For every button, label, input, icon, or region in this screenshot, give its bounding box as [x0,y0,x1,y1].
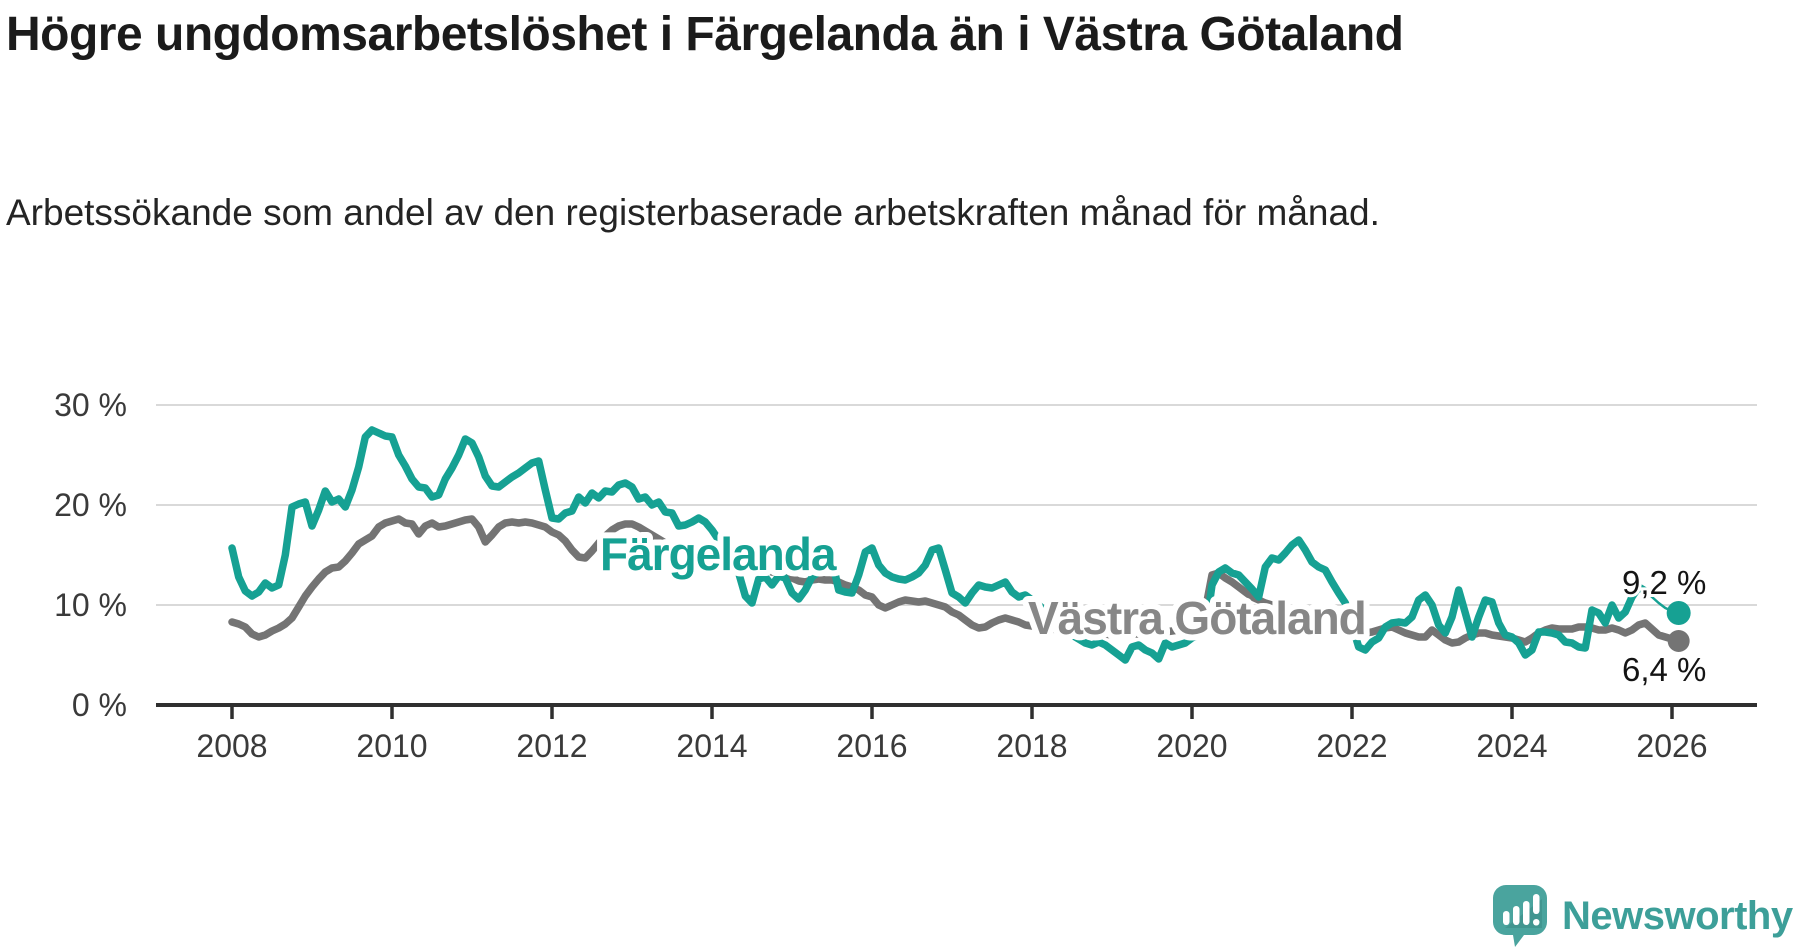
page-subtitle: Arbetssökande som andel av den registerb… [6,192,1380,233]
series-end-dot-fargelanda [1666,601,1691,625]
newsworthy-logo-text: Newsworthy [1562,894,1793,938]
y-axis-tick-label: 10 % [54,587,127,623]
x-axis-tick-label: 2012 [516,728,587,764]
x-axis-tick-label: 2022 [1316,728,1387,764]
y-axis-tick-label: 0 % [72,687,127,723]
x-axis-tick-label: 2008 [196,728,267,764]
x-axis-tick-label: 2016 [836,728,907,764]
x-axis-tick-label: 2014 [676,728,747,764]
series-label-vastra-gotaland: Västra Götaland [1028,592,1366,644]
end-value-label-fargelanda: 9,2 % [1622,564,1706,601]
series-label-fargelanda: Färgelanda [600,528,837,580]
series-line-fargelanda [228,426,1650,664]
x-axis-tick-label: 2010 [356,728,427,764]
y-axis-tick-label: 20 % [54,487,127,523]
y-axis-tick-label: 30 % [54,387,127,423]
series-end-dot-vastra-gotaland [1667,630,1690,652]
x-axis-tick-label: 2026 [1636,728,1707,764]
series-line-vastra-gotaland [228,515,1683,647]
page-title: Högre ungdomsarbetslöshet i Färgelanda ä… [6,8,1404,61]
x-axis-tick-label: 2020 [1156,728,1227,764]
newsworthy-logo: Newsworthy [1492,884,1793,948]
x-axis-tick-label: 2024 [1476,728,1547,764]
x-axis-tick-label: 2018 [996,728,1067,764]
newsworthy-logo-icon [1493,885,1547,947]
end-value-label-vastra-gotaland: 6,4 % [1622,651,1706,688]
